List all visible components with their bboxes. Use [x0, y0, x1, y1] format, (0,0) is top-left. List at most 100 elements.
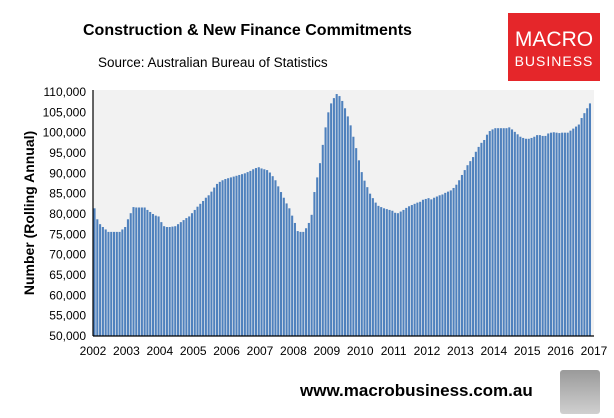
bar [555, 132, 558, 336]
bar [143, 207, 146, 336]
x-tick-label: 2016 [547, 344, 574, 358]
bar [313, 192, 316, 336]
bar [566, 132, 569, 336]
x-tick-label: 2007 [247, 344, 274, 358]
bar [363, 180, 366, 336]
bar [330, 103, 333, 336]
bar [151, 214, 155, 336]
bar [171, 226, 174, 336]
x-tick-label: 2008 [280, 344, 307, 358]
bar [268, 172, 271, 336]
x-tick-labels: 2002 2003 2004 2005 2006 2007 2008 2009 2010 2011… [80, 344, 608, 358]
bar [257, 167, 260, 336]
bar [394, 212, 397, 336]
bar [310, 214, 313, 336]
x-tick-label: 2011 [381, 344, 407, 358]
bar [371, 198, 374, 336]
bar [485, 134, 489, 336]
bar [502, 128, 505, 336]
y-tick-label: 80,000 [49, 207, 86, 221]
bar [435, 196, 438, 336]
bar [99, 224, 102, 336]
bar [224, 179, 227, 336]
bar [483, 139, 486, 336]
bar [547, 133, 550, 336]
bar [433, 197, 436, 336]
bar [377, 205, 380, 336]
bar [416, 202, 419, 336]
bar [252, 169, 255, 336]
bar [179, 222, 182, 336]
bar [536, 135, 539, 336]
bar [188, 216, 191, 336]
bar [332, 98, 335, 336]
bar [541, 135, 544, 336]
bar [193, 209, 196, 336]
bar [213, 187, 216, 336]
bar [563, 132, 566, 336]
bar [586, 108, 589, 337]
bar [302, 231, 305, 336]
bar [530, 137, 533, 336]
bar [424, 198, 427, 336]
bar [335, 94, 338, 336]
x-tick-label: 2005 [180, 344, 207, 358]
bar [357, 160, 360, 336]
bar [366, 187, 369, 336]
bar [427, 198, 430, 336]
bar [266, 170, 269, 336]
bar [511, 129, 514, 336]
bar [243, 173, 246, 336]
bar [399, 211, 402, 336]
bar [93, 208, 96, 336]
bar [163, 226, 166, 336]
x-tick-label: 2002 [80, 344, 107, 358]
bar [227, 178, 230, 336]
y-tick-label: 90,000 [49, 166, 86, 180]
bar [458, 180, 461, 336]
x-tick-label: 2014 [480, 344, 507, 358]
macrobusiness-logo: MACRO BUSINESS [508, 13, 600, 81]
bar [419, 201, 422, 336]
bar [338, 96, 341, 336]
bar [246, 172, 249, 336]
bar [196, 206, 199, 336]
bar [360, 172, 363, 336]
bar [491, 129, 494, 336]
bar [305, 228, 308, 336]
bar [391, 210, 394, 336]
bar [452, 187, 455, 336]
bar [421, 199, 425, 336]
bar [341, 100, 344, 336]
bar [544, 135, 547, 336]
bar [549, 132, 553, 336]
bar [260, 168, 263, 336]
bar [110, 231, 113, 336]
bar [282, 197, 285, 336]
bar [138, 207, 141, 336]
bar [444, 192, 447, 336]
bar [374, 202, 377, 336]
bar [202, 200, 205, 336]
bar [533, 136, 536, 336]
bar [96, 219, 99, 336]
y-tick-label: 60,000 [49, 288, 86, 302]
bar [288, 208, 291, 336]
bar [524, 138, 527, 336]
bar [455, 184, 458, 336]
bar [505, 128, 508, 336]
bar [118, 231, 121, 336]
bar [199, 203, 202, 336]
bar [460, 174, 463, 336]
bar [157, 216, 160, 336]
y-tick-label: 55,000 [49, 309, 86, 323]
bar [580, 118, 583, 336]
bar [121, 229, 124, 336]
plot-area [93, 90, 594, 336]
y-axis-label: Number (Rolling Annual) [21, 131, 37, 295]
bar [408, 206, 411, 336]
y-tick-label: 65,000 [49, 268, 86, 282]
bar [396, 213, 399, 336]
bar [441, 194, 444, 336]
